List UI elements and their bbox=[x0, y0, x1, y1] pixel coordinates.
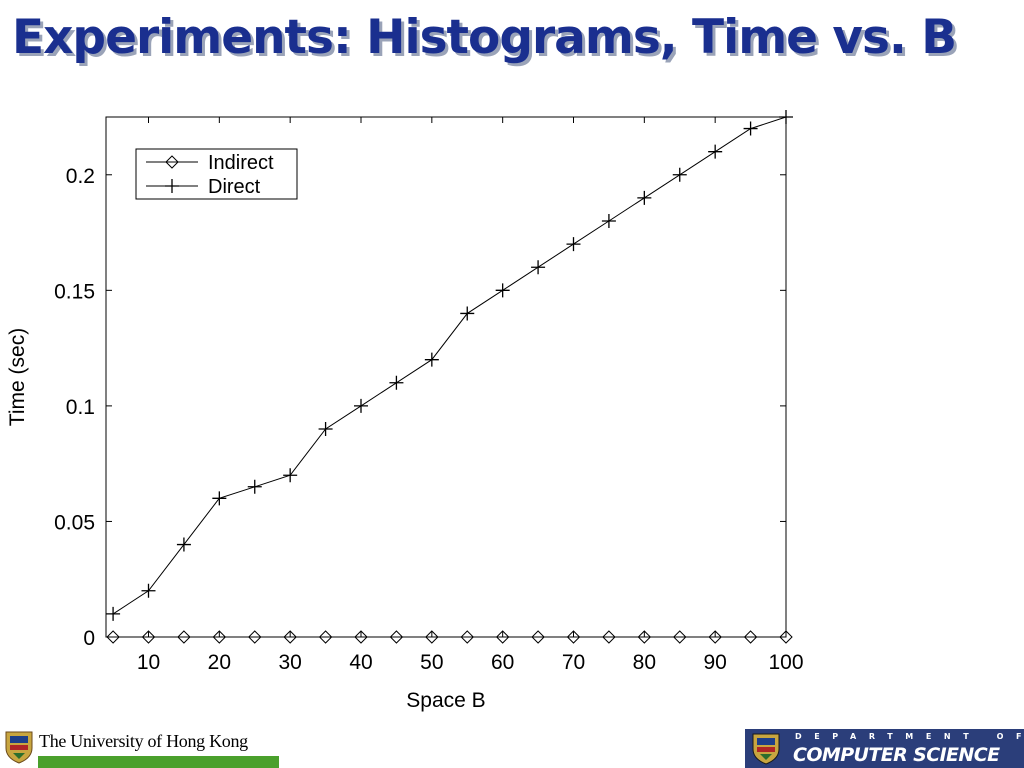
department-logo: DEPARTMENT OF COMPUTER SCIENCE bbox=[745, 729, 1024, 768]
data-point-indirect bbox=[212, 630, 227, 644]
legend-label-indirect: Indirect bbox=[208, 152, 274, 174]
data-point-indirect bbox=[389, 630, 404, 644]
legend-marker-direct bbox=[165, 179, 179, 193]
y-tick-label: 0.05 bbox=[54, 511, 95, 534]
data-point-indirect bbox=[708, 630, 722, 644]
data-point-indirect bbox=[460, 630, 474, 644]
data-point-direct bbox=[531, 260, 546, 275]
x-tick-label: 70 bbox=[562, 651, 585, 674]
slide-title: Experiments: Histograms, Time vs. B bbox=[12, 10, 957, 65]
y-tick-label: 0.15 bbox=[54, 280, 95, 303]
data-point-indirect bbox=[318, 630, 333, 644]
x-tick-label: 80 bbox=[633, 651, 656, 674]
x-tick-label: 20 bbox=[208, 651, 231, 674]
data-point-direct bbox=[106, 606, 121, 621]
x-tick-label: 60 bbox=[491, 651, 514, 674]
data-point-indirect bbox=[141, 630, 156, 644]
data-point-indirect bbox=[425, 630, 439, 644]
data-point-indirect bbox=[673, 630, 687, 644]
data-point-direct bbox=[672, 167, 687, 182]
data-point-indirect bbox=[248, 630, 262, 644]
data-point-direct bbox=[247, 479, 262, 494]
legend-box bbox=[135, 148, 298, 200]
data-point-direct bbox=[283, 468, 298, 483]
x-tick-label: 50 bbox=[420, 651, 443, 674]
data-point-direct bbox=[389, 375, 404, 390]
data-point-indirect bbox=[495, 630, 510, 644]
university-bar bbox=[38, 756, 279, 768]
data-point-direct bbox=[141, 583, 156, 598]
y-tick-label: 0.1 bbox=[66, 396, 95, 419]
department-label: DEPARTMENT OF bbox=[795, 732, 1024, 741]
y-tick-label: 0 bbox=[83, 627, 95, 650]
university-crest-icon bbox=[5, 731, 33, 764]
data-point-direct bbox=[424, 352, 439, 367]
x-axis-label: Space B bbox=[406, 689, 485, 712]
data-point-indirect bbox=[566, 630, 581, 644]
data-point-direct bbox=[637, 190, 652, 205]
data-point-direct bbox=[495, 283, 510, 298]
x-tick-label: 90 bbox=[703, 651, 726, 674]
department-name: COMPUTER SCIENCE bbox=[793, 744, 1000, 766]
data-point-indirect bbox=[106, 630, 120, 644]
data-point-direct bbox=[601, 214, 616, 228]
data-point-direct bbox=[743, 121, 758, 136]
y-axis-label: Time (sec) bbox=[6, 328, 29, 426]
x-tick-label: 10 bbox=[137, 651, 160, 674]
data-point-direct bbox=[212, 491, 227, 506]
data-point-indirect bbox=[177, 630, 191, 644]
data-point-direct bbox=[708, 144, 723, 159]
university-footer: The University of Hong Kong bbox=[0, 726, 280, 768]
data-point-indirect bbox=[637, 630, 652, 644]
line-chart: 10 20 30 40 50 60 70 80 90 100 0 0.05 0.1 0.15 0.2 Spac… bbox=[6, 110, 804, 712]
x-tick-label: 100 bbox=[768, 651, 803, 674]
data-point-direct bbox=[566, 237, 581, 252]
x-tick-label: 40 bbox=[349, 651, 372, 674]
y-tick-label: 0.2 bbox=[66, 165, 95, 188]
data-point-indirect bbox=[779, 630, 793, 644]
data-point-indirect bbox=[354, 630, 368, 644]
data-point-indirect bbox=[602, 630, 616, 644]
series-line-direct bbox=[112, 116, 787, 615]
data-point-direct bbox=[779, 110, 793, 124]
data-point-direct bbox=[460, 306, 475, 321]
legend-label-direct: Direct bbox=[208, 176, 261, 198]
data-point-indirect bbox=[743, 630, 758, 644]
data-point-direct bbox=[318, 422, 333, 436]
data-point-direct bbox=[354, 398, 368, 413]
data-point-indirect bbox=[283, 630, 297, 644]
data-point-direct bbox=[176, 537, 191, 552]
legend-marker-indirect bbox=[165, 155, 179, 169]
university-name: The University of Hong Kong bbox=[39, 731, 248, 751]
x-tick-label: 30 bbox=[278, 651, 301, 674]
department-crest-icon bbox=[752, 733, 780, 765]
data-point-indirect bbox=[531, 630, 545, 644]
